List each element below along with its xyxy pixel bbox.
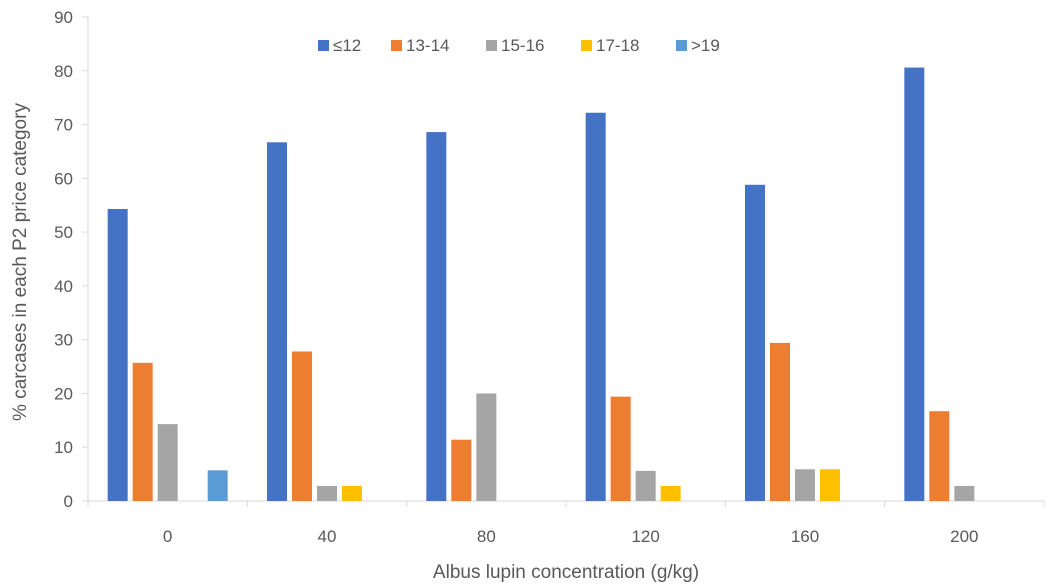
- y-tick-label: 50: [54, 223, 73, 242]
- bar: [770, 342, 790, 501]
- y-axis-title: % carcases in each P2 price category: [10, 103, 31, 421]
- legend-swatch: [581, 40, 592, 51]
- bar: [132, 362, 153, 501]
- bar: [342, 485, 362, 501]
- y-axis-ticks: 0 10 20 30 40 50 60 70 80 90: [54, 8, 88, 511]
- legend: ≤12 13-14 15-16 17-18 >19: [318, 36, 720, 55]
- bar: [476, 393, 497, 501]
- bar: [635, 470, 656, 501]
- legend-swatch: [486, 40, 497, 51]
- bar: [795, 469, 815, 501]
- bars-group: [107, 67, 975, 502]
- bar: [207, 470, 228, 501]
- bar: [426, 132, 447, 501]
- bar: [660, 485, 681, 501]
- x-tick-label: 160: [791, 527, 819, 546]
- legend-label: ≤12: [333, 36, 361, 55]
- legend-label: 15-16: [501, 36, 544, 55]
- y-tick-label: 80: [54, 62, 73, 81]
- legend-label: 13-14: [406, 36, 449, 55]
- x-tick-label: 0: [163, 527, 172, 546]
- legend-label: 17-18: [596, 36, 639, 55]
- bar: [317, 485, 337, 501]
- bar: [904, 67, 925, 501]
- bar: [610, 396, 631, 501]
- legend-label: >19: [691, 36, 720, 55]
- bar: [820, 469, 840, 501]
- bar: [585, 112, 606, 502]
- legend-swatch: [318, 40, 329, 51]
- bar: [954, 485, 975, 501]
- bar: [267, 142, 287, 501]
- x-tick-label: 200: [950, 527, 978, 546]
- bar: [451, 439, 472, 501]
- y-tick-label: 0: [64, 492, 73, 511]
- bar: [745, 184, 765, 501]
- bar: [107, 208, 128, 501]
- bar: [157, 424, 178, 501]
- y-tick-label: 90: [54, 8, 73, 27]
- bar: [292, 351, 312, 501]
- y-tick-label: 40: [54, 277, 73, 296]
- y-tick-label: 30: [54, 331, 73, 350]
- x-tick-label: 80: [477, 527, 496, 546]
- y-tick-label: 70: [54, 116, 73, 135]
- y-tick-label: 60: [54, 169, 73, 188]
- y-tick-label: 10: [54, 438, 73, 457]
- legend-swatch: [676, 40, 687, 51]
- x-axis-title: Albus lupin concentration (g/kg): [433, 562, 699, 583]
- legend-swatch: [391, 40, 402, 51]
- y-tick-label: 20: [54, 384, 73, 403]
- x-tick-label: 40: [318, 527, 337, 546]
- bar: [929, 411, 950, 501]
- x-axis-ticks: 0 40 80 120 160 200: [87, 501, 1045, 546]
- x-tick-label: 120: [631, 527, 659, 546]
